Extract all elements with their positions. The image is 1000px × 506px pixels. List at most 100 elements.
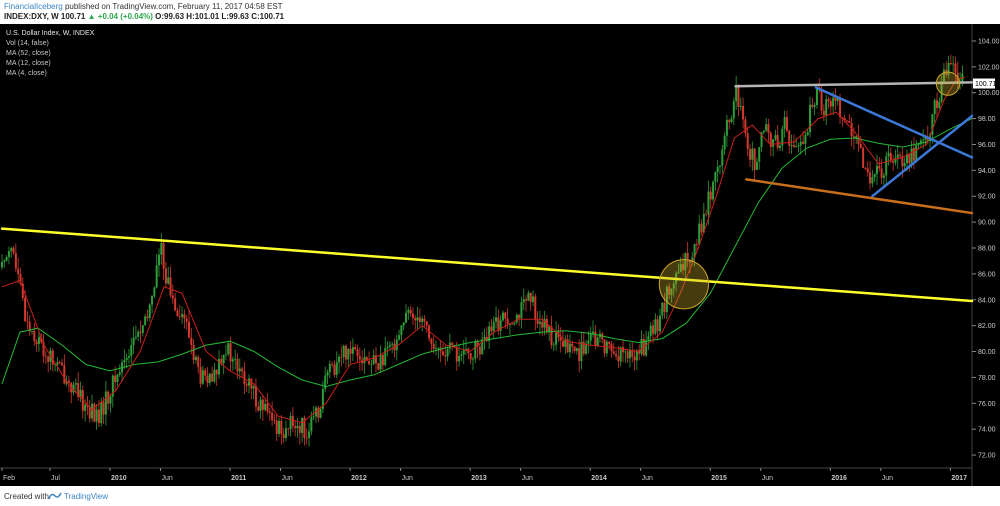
candle-body bbox=[328, 364, 331, 373]
candle-body bbox=[822, 110, 825, 116]
study-ma52[interactable]: MA (52, close) bbox=[6, 50, 51, 57]
candle-body bbox=[333, 364, 336, 375]
candle-body bbox=[368, 360, 371, 365]
candle-body bbox=[201, 370, 204, 384]
candle-body bbox=[197, 356, 200, 368]
study-vol[interactable]: Vol (14, false) bbox=[6, 40, 49, 47]
candle-body bbox=[95, 409, 98, 422]
candle-body bbox=[296, 425, 299, 429]
x-tick-label: 2011 bbox=[231, 475, 246, 482]
candle-body bbox=[155, 265, 158, 288]
candle-body bbox=[139, 331, 142, 333]
candle-body bbox=[742, 105, 745, 120]
candle-body bbox=[508, 324, 511, 325]
candle-body bbox=[725, 120, 728, 136]
highlight-circle-1 bbox=[935, 71, 961, 96]
tradingview-brand[interactable]: TradingView bbox=[64, 492, 109, 501]
candle-body bbox=[848, 120, 851, 123]
candle-body bbox=[88, 406, 91, 419]
candle-body bbox=[580, 341, 583, 362]
trendline-orange bbox=[745, 178, 974, 215]
candle-body bbox=[908, 154, 911, 164]
candle-body bbox=[571, 343, 574, 347]
candle-body bbox=[825, 99, 828, 116]
candle-body bbox=[862, 147, 865, 169]
candle-body bbox=[335, 362, 338, 375]
y-tick-label: 102.00 bbox=[978, 64, 1000, 71]
y-tick-label: 104.00 bbox=[978, 38, 1000, 45]
candle-body bbox=[499, 320, 502, 331]
candle-body bbox=[585, 343, 588, 354]
trendline-gray bbox=[734, 81, 974, 88]
candle-body bbox=[559, 337, 562, 341]
candle-body bbox=[619, 347, 622, 362]
candle-body bbox=[827, 99, 830, 102]
y-tick-label: 100.00 bbox=[978, 90, 1000, 97]
candle-body bbox=[767, 124, 770, 133]
candle-body bbox=[188, 321, 191, 338]
candle-body bbox=[617, 356, 620, 362]
author-link[interactable]: FinancialIceberg bbox=[4, 2, 63, 11]
candle-body bbox=[536, 319, 539, 324]
candle-body bbox=[248, 378, 251, 386]
study-ma12[interactable]: MA (12, close) bbox=[6, 60, 51, 67]
candle-body bbox=[7, 251, 10, 258]
last-price-tag-label: 100.71 bbox=[975, 81, 997, 88]
candle-body bbox=[425, 321, 428, 326]
last-price-tag bbox=[973, 78, 995, 89]
candle-body bbox=[386, 346, 389, 349]
candle-body bbox=[213, 369, 216, 382]
candle-body bbox=[204, 370, 207, 376]
candle-body bbox=[892, 161, 895, 163]
candle-body bbox=[441, 351, 444, 356]
candle-body bbox=[744, 119, 747, 134]
candle-body bbox=[631, 349, 634, 357]
created-with-label: Created with bbox=[4, 492, 49, 501]
candle-body bbox=[647, 336, 650, 341]
candle-body bbox=[33, 331, 36, 342]
x-tick-label: Jun bbox=[402, 475, 413, 482]
candle-body bbox=[303, 417, 306, 438]
candle-body bbox=[760, 132, 763, 148]
candle-body bbox=[700, 223, 703, 233]
candle-body bbox=[109, 396, 112, 404]
candle-body bbox=[218, 358, 221, 375]
candle-body bbox=[795, 146, 798, 148]
candle-body bbox=[855, 136, 858, 139]
candle-body bbox=[17, 268, 20, 275]
candle-body bbox=[841, 117, 844, 118]
candle-body bbox=[541, 321, 544, 328]
candle-body bbox=[181, 314, 184, 317]
candle-body bbox=[183, 314, 186, 319]
price-chart[interactable]: 104.00 102.00 100.00 98.00 96.00 94.00 92.00 90… bbox=[0, 24, 1000, 486]
candle-body bbox=[885, 156, 888, 176]
candle-body bbox=[612, 351, 615, 354]
candle-body bbox=[721, 149, 724, 166]
chart-area[interactable]: 104.00 102.00 100.00 98.00 96.00 94.00 92.00 90… bbox=[0, 24, 1000, 486]
symbol-line: INDEX:DXY, W 100.71 ▲ +0.04 (+0.04%) O:9… bbox=[4, 12, 284, 21]
candle-body bbox=[954, 63, 957, 73]
candle-body bbox=[718, 165, 721, 167]
candle-body bbox=[656, 319, 659, 332]
candle-body bbox=[555, 331, 558, 345]
candle-body bbox=[640, 338, 643, 354]
candle-body bbox=[222, 354, 225, 364]
candle-body bbox=[638, 350, 641, 354]
candle-body bbox=[347, 348, 350, 360]
candle-body bbox=[695, 244, 698, 245]
candle-body bbox=[51, 350, 54, 365]
candle-body bbox=[592, 331, 595, 334]
candle-body bbox=[5, 257, 8, 261]
chart-legend: U.S. Dollar Index, W, INDEX Vol (14, fal… bbox=[6, 29, 94, 79]
candle-body bbox=[799, 141, 802, 146]
study-ma4[interactable]: MA (4, close) bbox=[6, 70, 47, 77]
candle-body bbox=[832, 97, 835, 107]
candle-body bbox=[871, 177, 874, 184]
candle-body bbox=[305, 437, 308, 439]
y-tick-label: 92.00 bbox=[978, 194, 996, 201]
candle-body bbox=[668, 286, 671, 295]
candle-body bbox=[294, 426, 297, 429]
candle-body bbox=[402, 322, 405, 326]
symbol-label[interactable]: INDEX:DXY, W bbox=[4, 12, 59, 21]
candle-body bbox=[326, 372, 329, 376]
